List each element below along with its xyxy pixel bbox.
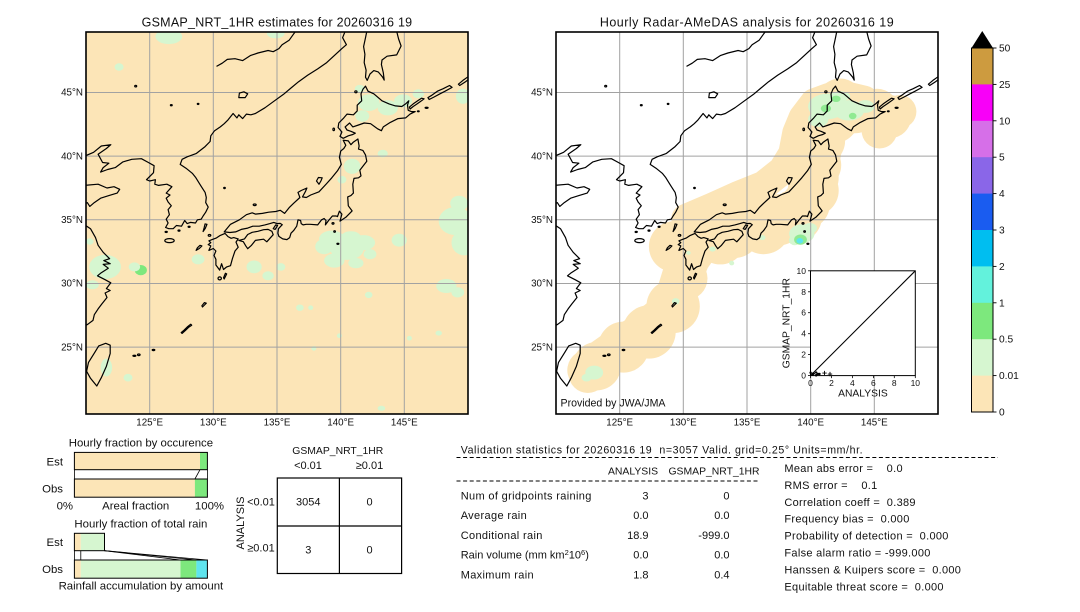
svg-text:0.0: 0.0 (633, 550, 648, 562)
svg-text:Est: Est (47, 537, 64, 549)
svg-text:0.0: 0.0 (633, 510, 648, 522)
svg-text:40°N: 40°N (531, 151, 553, 162)
svg-text:Areal fraction: Areal fraction (102, 501, 169, 513)
svg-text:100%: 100% (195, 501, 224, 513)
svg-text:25°N: 25°N (531, 342, 553, 353)
svg-text:≥0.01: ≥0.01 (356, 460, 383, 472)
svg-text:RMS error = 0.1: RMS error = 0.1 (784, 480, 877, 492)
svg-text:2: 2 (999, 262, 1005, 273)
svg-text:4: 4 (999, 189, 1005, 200)
svg-text:ANALYSIS: ANALYSIS (235, 497, 247, 550)
svg-text:35°N: 35°N (531, 215, 553, 226)
svg-text:ANALYSIS: ANALYSIS (608, 467, 658, 478)
svg-text:Average rain: Average rain (461, 510, 527, 522)
svg-text:Provided by JWA/JMA: Provided by JWA/JMA (561, 398, 667, 410)
svg-text:25: 25 (999, 80, 1011, 91)
svg-text:3: 3 (999, 226, 1005, 237)
svg-text:5: 5 (999, 153, 1005, 164)
svg-text:Conditional rain: Conditional rain (461, 530, 543, 542)
svg-text:4: 4 (850, 378, 855, 388)
svg-text:25°N: 25°N (61, 342, 83, 353)
svg-text:Maximum rain: Maximum rain (461, 569, 534, 581)
svg-text:1: 1 (999, 298, 1005, 309)
svg-text:≥0.01: ≥0.01 (247, 543, 274, 555)
svg-text:40°N: 40°N (61, 151, 83, 162)
svg-text:Frequency bias = 0.000: Frequency bias = 0.000 (784, 514, 909, 526)
svg-text:145°E: 145°E (391, 418, 418, 429)
svg-text:8: 8 (892, 378, 897, 388)
svg-text:4: 4 (801, 329, 806, 339)
svg-text:0.0: 0.0 (714, 550, 729, 562)
svg-text:Validation statistics for 2026: Validation statistics for 20260316 19 n=… (461, 445, 864, 457)
svg-text:0: 0 (366, 497, 372, 509)
svg-text:0%: 0% (57, 501, 73, 513)
svg-text:18.9: 18.9 (627, 530, 648, 542)
svg-text:1.8: 1.8 (633, 569, 648, 581)
svg-text:False alarm ratio = -999.000: False alarm ratio = -999.000 (784, 548, 930, 560)
svg-text:Probability of detection = 0.: Probability of detection = 0.000 (784, 531, 948, 543)
svg-text:135°E: 135°E (264, 418, 291, 429)
svg-text:130°E: 130°E (200, 418, 227, 429)
svg-text:125°E: 125°E (606, 418, 633, 429)
svg-text:GSMAP_NRT_1HR: GSMAP_NRT_1HR (782, 278, 793, 368)
svg-text:0: 0 (801, 371, 806, 381)
svg-text:0.01: 0.01 (999, 371, 1019, 382)
svg-text:3: 3 (642, 491, 648, 503)
svg-text:130°E: 130°E (670, 418, 697, 429)
svg-text:Est: Est (47, 457, 64, 469)
svg-text:Equitable threat score = 0.00: Equitable threat score = 0.000 (784, 581, 943, 593)
svg-text:Obs: Obs (42, 564, 63, 576)
svg-text:0: 0 (999, 408, 1005, 419)
svg-text:0: 0 (723, 491, 729, 503)
svg-text:50: 50 (999, 44, 1011, 55)
svg-text:0.5: 0.5 (999, 335, 1013, 346)
svg-text:Hourly fraction of total rain: Hourly fraction of total rain (74, 519, 207, 531)
svg-text:2: 2 (801, 350, 806, 360)
svg-text:125°E: 125°E (136, 418, 163, 429)
svg-text:3054: 3054 (296, 497, 320, 509)
svg-text:145°E: 145°E (861, 418, 888, 429)
svg-text:0.4: 0.4 (714, 569, 729, 581)
svg-text:30°N: 30°N (531, 279, 553, 290)
svg-text:Rain volume (mm km2106): Rain volume (mm km2106) (461, 548, 589, 562)
svg-text:45°N: 45°N (531, 88, 553, 99)
svg-text:Rainfall accumulation by amoun: Rainfall accumulation by amount (59, 581, 224, 593)
svg-text:0.0: 0.0 (714, 510, 729, 522)
svg-text:GSMAP_NRT_1HR: GSMAP_NRT_1HR (292, 446, 384, 457)
svg-text:Num of gridpoints raining: Num of gridpoints raining (461, 491, 592, 503)
svg-text:3: 3 (305, 545, 311, 557)
svg-text:Hanssen & Kuipers score = 0.0: Hanssen & Kuipers score = 0.000 (784, 564, 961, 576)
svg-text:Correlation coeff = 0.389: Correlation coeff = 0.389 (784, 497, 915, 509)
svg-text:140°E: 140°E (327, 418, 354, 429)
svg-text:35°N: 35°N (61, 215, 83, 226)
svg-text:ANALYSIS: ANALYSIS (838, 389, 888, 400)
svg-text:6: 6 (871, 378, 876, 388)
svg-text:30°N: 30°N (61, 279, 83, 290)
svg-text:GSMAP_NRT_1HR: GSMAP_NRT_1HR (668, 467, 760, 478)
svg-text:10: 10 (911, 378, 921, 388)
svg-text:Hourly Radar-AMeDAS analysis f: Hourly Radar-AMeDAS analysis for 2026031… (600, 16, 894, 30)
svg-text:8: 8 (801, 287, 806, 297)
svg-text:2: 2 (829, 378, 834, 388)
svg-text:45°N: 45°N (61, 88, 83, 99)
svg-text:<0.01: <0.01 (294, 460, 322, 472)
svg-text:Hourly fraction by occurence: Hourly fraction by occurence (69, 438, 213, 450)
svg-text:6: 6 (801, 308, 806, 318)
svg-text:GSMAP_NRT_1HR estimates for 20: GSMAP_NRT_1HR estimates for 20260316 19 (142, 16, 413, 30)
svg-text:0: 0 (808, 378, 813, 388)
svg-text:Obs: Obs (42, 484, 63, 496)
svg-text:Mean abs error = 0.0: Mean abs error = 0.0 (784, 463, 902, 475)
svg-text:140°E: 140°E (797, 418, 824, 429)
svg-text:10: 10 (999, 116, 1011, 127)
svg-text:-999.0: -999.0 (698, 530, 729, 542)
svg-text:0: 0 (366, 545, 372, 557)
svg-text:135°E: 135°E (734, 418, 761, 429)
svg-text:<0.01: <0.01 (247, 497, 275, 509)
svg-text:10: 10 (797, 266, 807, 276)
